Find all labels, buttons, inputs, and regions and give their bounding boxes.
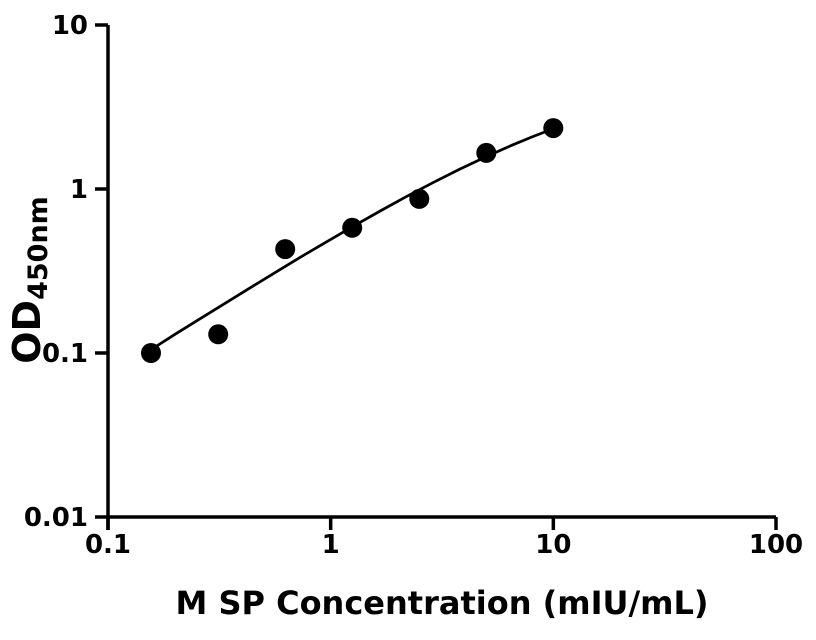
fit-curve-line [147, 127, 556, 353]
y-tick-label: 0.1 [42, 339, 88, 369]
y-axis-title-subscript: 450nm [23, 196, 54, 300]
x-tick-label: 0.1 [85, 530, 131, 560]
x-axis-title: M SP Concentration (mIU/mL) [175, 584, 708, 622]
data-point-marker [208, 324, 229, 345]
y-axis-title-main: OD [5, 300, 49, 364]
y-tick-label: 10 [52, 11, 88, 41]
data-point-marker [476, 142, 497, 163]
data-point-marker [543, 118, 564, 139]
data-point-marker [141, 343, 161, 363]
x-tick-label: 10 [535, 530, 571, 560]
y-axis-title: OD450nm [5, 196, 54, 364]
y-tick-label: 1 [70, 175, 88, 205]
x-tick-label: 100 [749, 530, 803, 560]
y-tick-label: 0.01 [24, 503, 88, 533]
data-point-marker [409, 188, 430, 209]
data-point-marker [342, 217, 363, 238]
x-tick-label: 1 [322, 530, 340, 560]
data-point-marker [275, 239, 296, 260]
